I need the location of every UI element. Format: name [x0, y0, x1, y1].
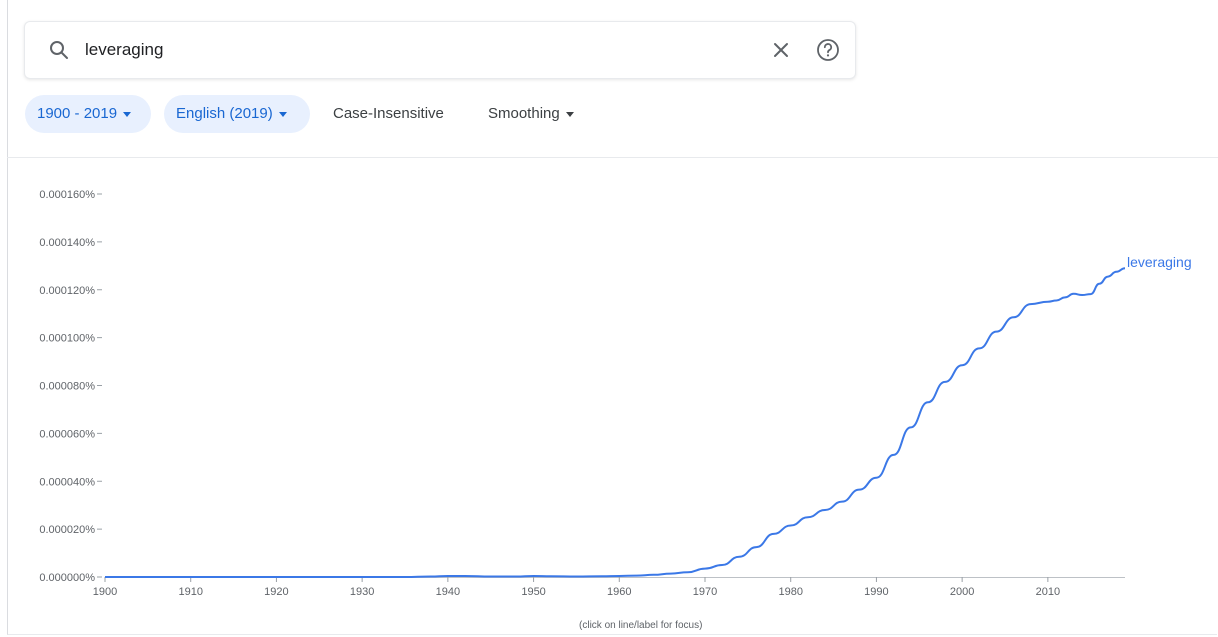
data-point[interactable]: [428, 574, 434, 580]
y-tick-label: 0.000100%: [39, 333, 95, 345]
y-tick-label: 0.000020%: [39, 524, 95, 536]
data-point[interactable]: [1053, 298, 1059, 304]
page-frame: [7, 0, 1217, 635]
help-circle-icon[interactable]: [815, 37, 841, 63]
data-point[interactable]: [1011, 314, 1017, 320]
data-point[interactable]: [959, 362, 965, 368]
data-point[interactable]: [445, 573, 451, 579]
close-icon[interactable]: [769, 38, 793, 62]
data-point[interactable]: [513, 574, 519, 580]
x-tick-label: 1900: [93, 586, 117, 598]
data-point[interactable]: [145, 574, 151, 580]
data-point[interactable]: [891, 452, 897, 458]
data-point[interactable]: [1096, 281, 1102, 287]
divider: [7, 157, 1218, 158]
data-point[interactable]: [1113, 269, 1119, 275]
data-point[interactable]: [925, 399, 931, 405]
data-point[interactable]: [1045, 299, 1051, 305]
data-point[interactable]: [908, 424, 914, 430]
search-icon[interactable]: [47, 38, 71, 62]
series-line-leveraging[interactable]: [104, 267, 1126, 578]
data-point[interactable]: [1079, 292, 1085, 298]
data-point[interactable]: [1088, 291, 1094, 297]
series-layer[interactable]: leveraging: [102, 254, 1192, 580]
data-point[interactable]: [231, 574, 237, 580]
data-point[interactable]: [402, 574, 408, 580]
corpus-dropdown[interactable]: English (2019): [164, 95, 310, 133]
data-point[interactable]: [359, 574, 365, 580]
data-point[interactable]: [839, 499, 845, 505]
data-point[interactable]: [702, 566, 708, 572]
y-tick-label: 0.000160%: [39, 189, 95, 201]
y-tick-label: 0.000000%: [39, 572, 95, 584]
y-tick-label: 0.000040%: [39, 476, 95, 488]
data-point[interactable]: [1105, 274, 1111, 280]
corpus-label: English (2019): [176, 105, 273, 122]
ngram-chart[interactable]: 0.000000% 0.000020% 0.000040% 0.000060% 0.00…: [0, 160, 1218, 637]
data-point[interactable]: [976, 345, 982, 351]
data-point[interactable]: [488, 574, 494, 580]
data-point[interactable]: [771, 531, 777, 537]
data-point[interactable]: [1062, 294, 1068, 300]
data-point[interactable]: [573, 574, 579, 580]
data-point[interactable]: [873, 475, 879, 481]
caret-down-icon: [565, 111, 574, 117]
data-point[interactable]: [1028, 301, 1034, 307]
chart-caption: (click on line/label for focus): [579, 620, 702, 631]
data-point[interactable]: [856, 487, 862, 493]
x-tick-label: 1910: [178, 586, 202, 598]
data-point[interactable]: [719, 562, 725, 568]
data-point[interactable]: [668, 571, 674, 577]
smoothing-label: Smoothing: [488, 105, 560, 122]
y-axis: 0.000000% 0.000020% 0.000040% 0.000060% 0.00…: [39, 189, 102, 584]
data-point[interactable]: [599, 573, 605, 579]
x-tick-label: 2000: [950, 586, 974, 598]
data-point[interactable]: [316, 574, 322, 580]
x-tick-label: 1970: [693, 586, 717, 598]
data-point[interactable]: [633, 573, 639, 579]
y-tick-label: 0.000060%: [39, 428, 95, 440]
data-point[interactable]: [822, 507, 828, 513]
caret-down-icon: [123, 111, 132, 117]
data-point[interactable]: [942, 379, 948, 385]
y-tick-label: 0.000120%: [39, 285, 95, 297]
data-point[interactable]: [188, 574, 194, 580]
caret-down-icon: [278, 111, 287, 117]
x-tick-label: 1940: [436, 586, 460, 598]
smoothing-dropdown[interactable]: Smoothing: [476, 95, 592, 133]
data-point[interactable]: [805, 514, 811, 520]
x-tick-label: 1960: [607, 586, 631, 598]
series-label[interactable]: leveraging: [1127, 254, 1192, 270]
data-point[interactable]: [685, 569, 691, 575]
data-point[interactable]: [993, 329, 999, 335]
y-tick-label: 0.000140%: [39, 237, 95, 249]
x-tick-label: 1920: [264, 586, 288, 598]
case-insensitive-toggle[interactable]: Case-Insensitive: [321, 95, 465, 133]
case-insensitive-label: Case-Insensitive: [333, 105, 444, 122]
data-point[interactable]: [736, 554, 742, 560]
data-point[interactable]: [462, 573, 468, 579]
data-point[interactable]: [273, 574, 279, 580]
x-tick-label: 1950: [521, 586, 545, 598]
data-point[interactable]: [548, 573, 554, 579]
x-tick-label: 1980: [778, 586, 802, 598]
y-tick-label: 0.000080%: [39, 381, 95, 393]
data-point[interactable]: [531, 573, 537, 579]
search-input[interactable]: leveraging: [85, 40, 164, 59]
year-range-label: 1900 - 2019: [37, 105, 118, 122]
data-point[interactable]: [651, 572, 657, 578]
data-point[interactable]: [788, 523, 794, 529]
x-tick-label: 1930: [350, 586, 374, 598]
data-point[interactable]: [102, 574, 108, 580]
x-tick-label: 2010: [1036, 586, 1060, 598]
data-point[interactable]: [753, 544, 759, 550]
year-range-dropdown[interactable]: 1900 - 2019: [25, 95, 151, 133]
data-point[interactable]: [616, 573, 622, 579]
x-tick-label: 1990: [864, 586, 888, 598]
x-axis: 1900 1910 1920 1930 1940 1950 1960 1970 1980 1990…: [93, 577, 1125, 598]
data-point[interactable]: [1071, 291, 1077, 297]
search-box[interactable]: leveraging: [24, 21, 856, 79]
